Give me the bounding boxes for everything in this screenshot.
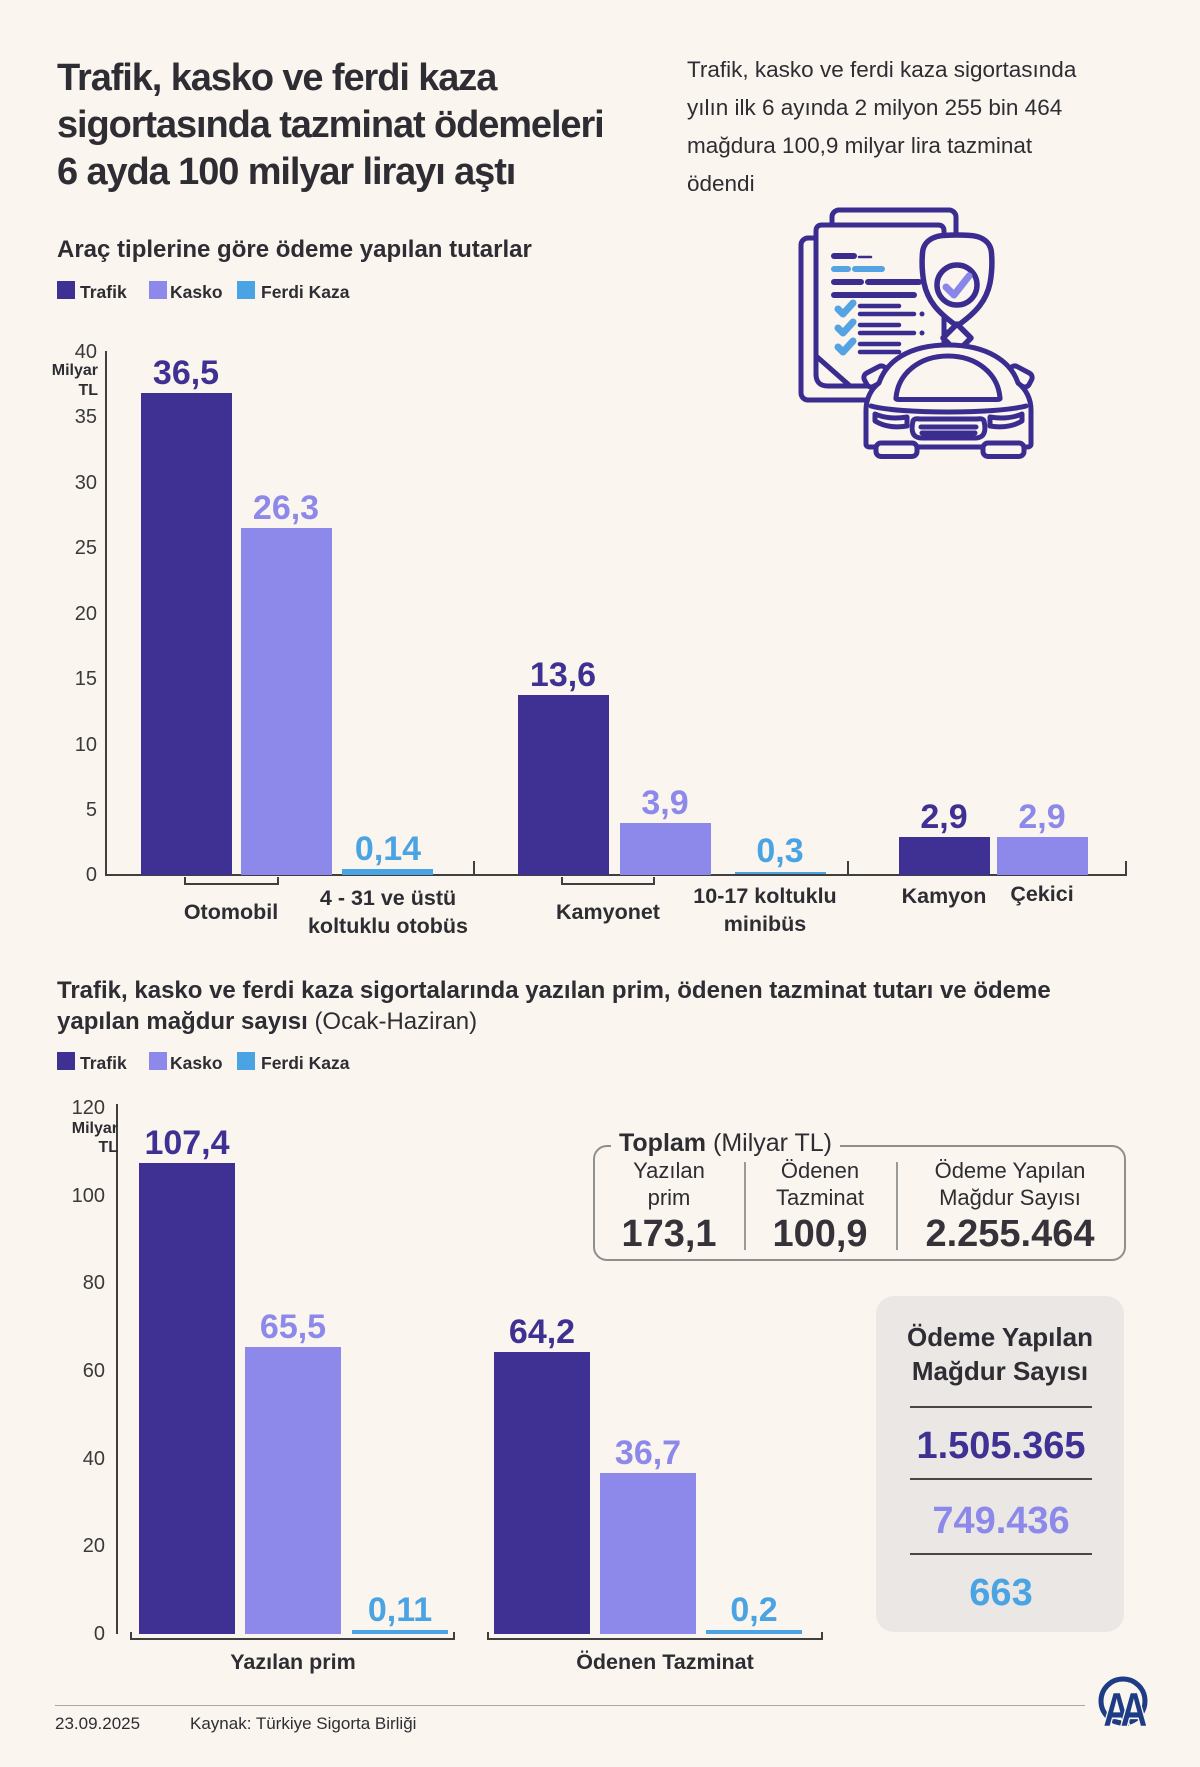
svg-text:A: A: [1121, 1684, 1147, 1729]
svg-text:A: A: [1104, 1684, 1130, 1729]
